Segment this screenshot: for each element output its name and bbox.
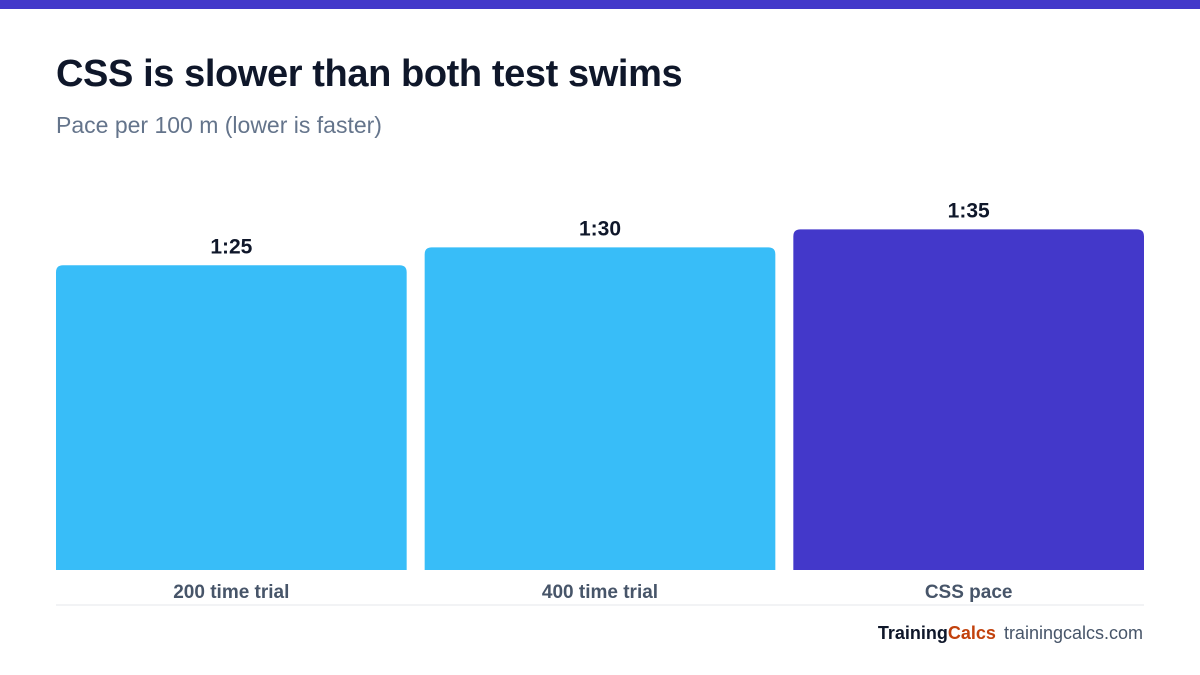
category-label-3: CSS pace (925, 582, 1013, 603)
brand-training: Training (877, 623, 948, 643)
bar-2 (424, 247, 776, 570)
category-label-1: 200 time trial (173, 582, 289, 603)
site-url: trainingcalcs.com (1003, 623, 1143, 643)
value-label-2: 1:30 (579, 217, 621, 240)
chart-subtitle: Pace per 100 m (lower is faster) (56, 112, 382, 138)
value-label-1: 1:25 (210, 235, 252, 258)
value-label-3: 1:35 (948, 199, 990, 222)
category-label-2: 400 time trial (542, 582, 658, 603)
chart-title: CSS is slower than both test swims (56, 53, 683, 95)
footer-branding: TrainingCalcs trainingcalcs.com (878, 622, 1143, 644)
bar-3 (793, 229, 1144, 570)
top-accent-bar (0, 0, 1200, 9)
bar-1 (56, 265, 407, 570)
brand-calcs: Calcs (947, 623, 996, 643)
